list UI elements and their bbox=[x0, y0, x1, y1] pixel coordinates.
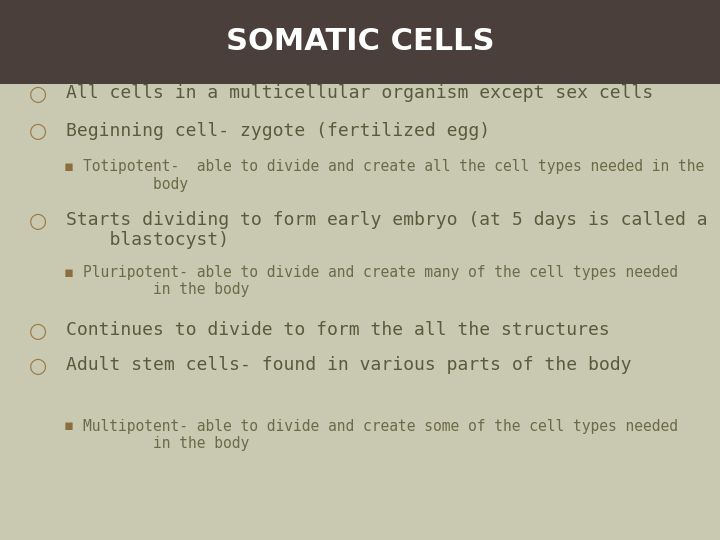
Text: Adult stem cells- found in various parts of the body: Adult stem cells- found in various parts… bbox=[66, 356, 631, 374]
Text: Starts dividing to form early embryo (at 5 days is called a
    blastocyst): Starts dividing to form early embryo (at… bbox=[66, 211, 708, 249]
Text: Multipotent- able to divide and create some of the cell types needed
        in : Multipotent- able to divide and create s… bbox=[83, 418, 678, 451]
Text: ○: ○ bbox=[29, 321, 47, 341]
Text: Beginning cell- zygote (fertilized egg): Beginning cell- zygote (fertilized egg) bbox=[66, 122, 490, 139]
FancyBboxPatch shape bbox=[0, 0, 720, 84]
Text: ○: ○ bbox=[29, 356, 47, 376]
Text: ○: ○ bbox=[29, 122, 47, 141]
Text: ○: ○ bbox=[29, 84, 47, 104]
Text: Totipotent-  able to divide and create all the cell types needed in the
        : Totipotent- able to divide and create al… bbox=[83, 159, 704, 192]
Text: Pluripotent- able to divide and create many of the cell types needed
        in : Pluripotent- able to divide and create m… bbox=[83, 265, 678, 297]
Text: ○: ○ bbox=[29, 211, 47, 231]
Text: SOMATIC CELLS: SOMATIC CELLS bbox=[226, 28, 494, 56]
Text: ▪: ▪ bbox=[63, 418, 73, 434]
Text: All cells in a multicellular organism except sex cells: All cells in a multicellular organism ex… bbox=[66, 84, 654, 102]
Text: ▪: ▪ bbox=[63, 159, 73, 174]
Text: ▪: ▪ bbox=[63, 265, 73, 280]
Text: Continues to divide to form the all the structures: Continues to divide to form the all the … bbox=[66, 321, 610, 339]
